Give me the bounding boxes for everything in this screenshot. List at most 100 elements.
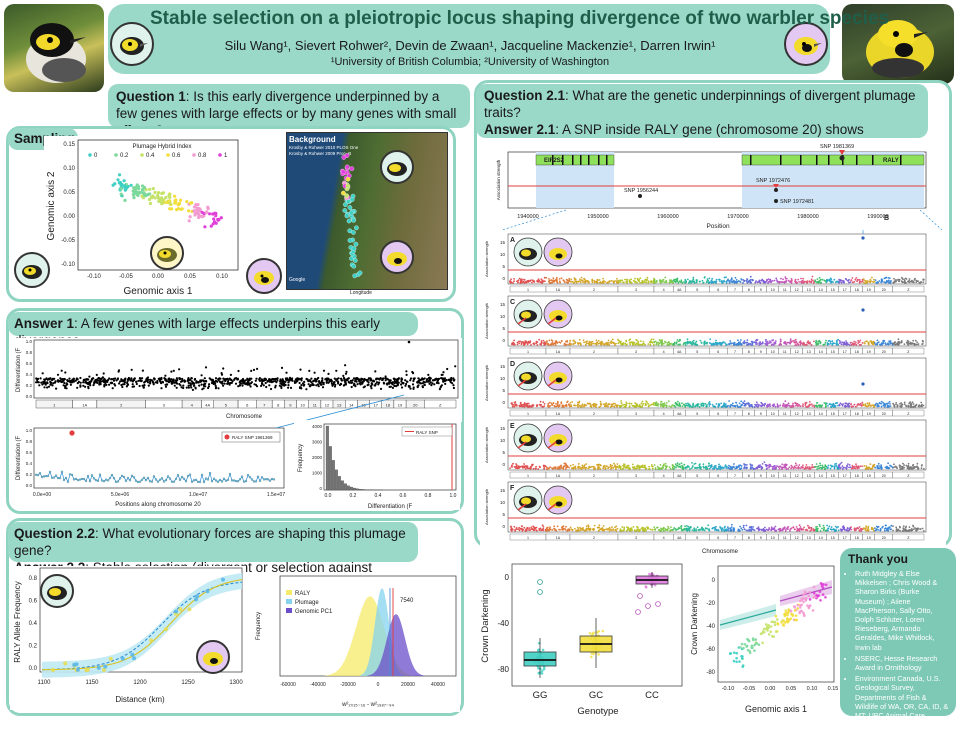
gwas-point — [780, 281, 782, 283]
gwas-chromosome-label: 11 — [783, 350, 787, 354]
manhattan-point — [101, 377, 103, 379]
gwas-point — [903, 281, 905, 283]
manhattan-point — [237, 370, 239, 372]
gwas-point — [841, 343, 843, 345]
gwas-point — [612, 341, 614, 343]
gwas-point — [768, 278, 770, 280]
chr20-point — [97, 480, 99, 482]
gwas-point — [783, 281, 785, 283]
gwas-point — [585, 463, 587, 465]
gwas-point — [686, 405, 688, 407]
gwas-chromosome-label: 1A — [556, 474, 561, 478]
gwas-point — [645, 403, 647, 405]
gwas-point — [578, 402, 580, 404]
gwas-point — [731, 277, 733, 279]
manhattan-point — [335, 370, 337, 372]
gwas-point — [827, 279, 829, 281]
gwas-point — [816, 463, 818, 465]
gwas-point — [662, 465, 664, 467]
gwas-point — [661, 281, 663, 283]
gwas-point — [657, 403, 659, 405]
gwas-point — [529, 405, 531, 407]
sel-y-label: Frequency — [256, 612, 262, 640]
gwas-point — [648, 406, 650, 408]
manhattan-point — [275, 378, 277, 380]
gwas-point — [831, 344, 833, 346]
gwas-point — [661, 344, 663, 346]
gwas-point — [693, 340, 695, 342]
manhattan-point — [44, 379, 46, 381]
gwas-point — [752, 467, 754, 469]
manhattan-point — [370, 387, 372, 389]
manhattan-point — [203, 384, 205, 386]
manhattan-point — [57, 374, 59, 376]
gwas-point — [831, 404, 833, 406]
manhattan-point — [195, 387, 197, 389]
gwas-point — [510, 282, 512, 284]
gwas-point — [579, 278, 581, 280]
map-sample-dot — [342, 155, 346, 159]
gwas-point — [749, 343, 751, 345]
question-1-label: Question 1 — [116, 89, 186, 104]
chr20-point — [121, 475, 123, 477]
chr20-point — [265, 478, 267, 480]
gwas-point — [729, 405, 731, 407]
gwas-point — [616, 282, 618, 284]
chr20-point — [187, 475, 189, 477]
gwas-point — [546, 468, 548, 470]
gwas-point — [706, 281, 708, 283]
manhattan-point — [400, 380, 402, 382]
gwas-point — [894, 341, 896, 343]
chr20-point — [213, 478, 215, 480]
manhattan-point — [146, 377, 148, 379]
chr20-point — [249, 476, 251, 478]
manhattan-point — [242, 379, 244, 381]
pca-point — [201, 215, 204, 218]
gwas-point — [846, 342, 848, 344]
eif2s2-label: EIF2S2 — [544, 158, 565, 164]
manhattan-point — [281, 367, 283, 369]
manhattan-frame — [34, 340, 458, 398]
gwas-point — [863, 405, 865, 407]
gwas-point — [629, 344, 631, 346]
chr20-point — [253, 481, 255, 483]
hist-x-label: Differentiation (F — [368, 504, 413, 510]
cline-point — [187, 607, 191, 611]
manhattan-point — [76, 387, 78, 389]
gwas-point — [903, 278, 905, 280]
gwas-point — [762, 280, 764, 282]
gwas-point — [543, 465, 545, 467]
manhattan-point — [172, 378, 174, 380]
gwas-point — [566, 341, 568, 343]
manhattan-point — [72, 381, 74, 383]
gwas-chromosome-label: 12 — [795, 288, 799, 292]
manhattan-point — [423, 384, 425, 386]
gwas-point — [872, 343, 874, 345]
gwas-point — [544, 280, 546, 282]
gwas-point — [709, 278, 711, 280]
gwas-point — [825, 342, 827, 344]
gwas-point — [683, 344, 685, 346]
gwas-point — [510, 278, 512, 280]
manhattan-point — [259, 379, 261, 381]
gwas-chromosome-label: 15 — [831, 412, 835, 416]
gwas-point — [889, 465, 891, 467]
gwas-point — [689, 343, 691, 345]
gwas-point — [711, 278, 713, 280]
gwas-point — [855, 463, 857, 465]
gwas-point — [888, 340, 890, 342]
gwas-point — [851, 344, 853, 346]
townsend-warbler-badge — [110, 22, 154, 66]
gwas-point — [678, 282, 680, 284]
gwas-point — [681, 402, 683, 404]
pca-point — [189, 202, 192, 205]
manhattan-point — [35, 377, 37, 379]
gwas-chromosome-label: 1A — [556, 288, 561, 292]
gwas-point — [812, 276, 814, 278]
chr20-point — [223, 478, 225, 480]
pca-y-tick: 0.10 — [63, 166, 75, 172]
gwas-point — [790, 468, 792, 470]
gwas-point — [860, 281, 862, 283]
chr20-point — [171, 481, 173, 483]
